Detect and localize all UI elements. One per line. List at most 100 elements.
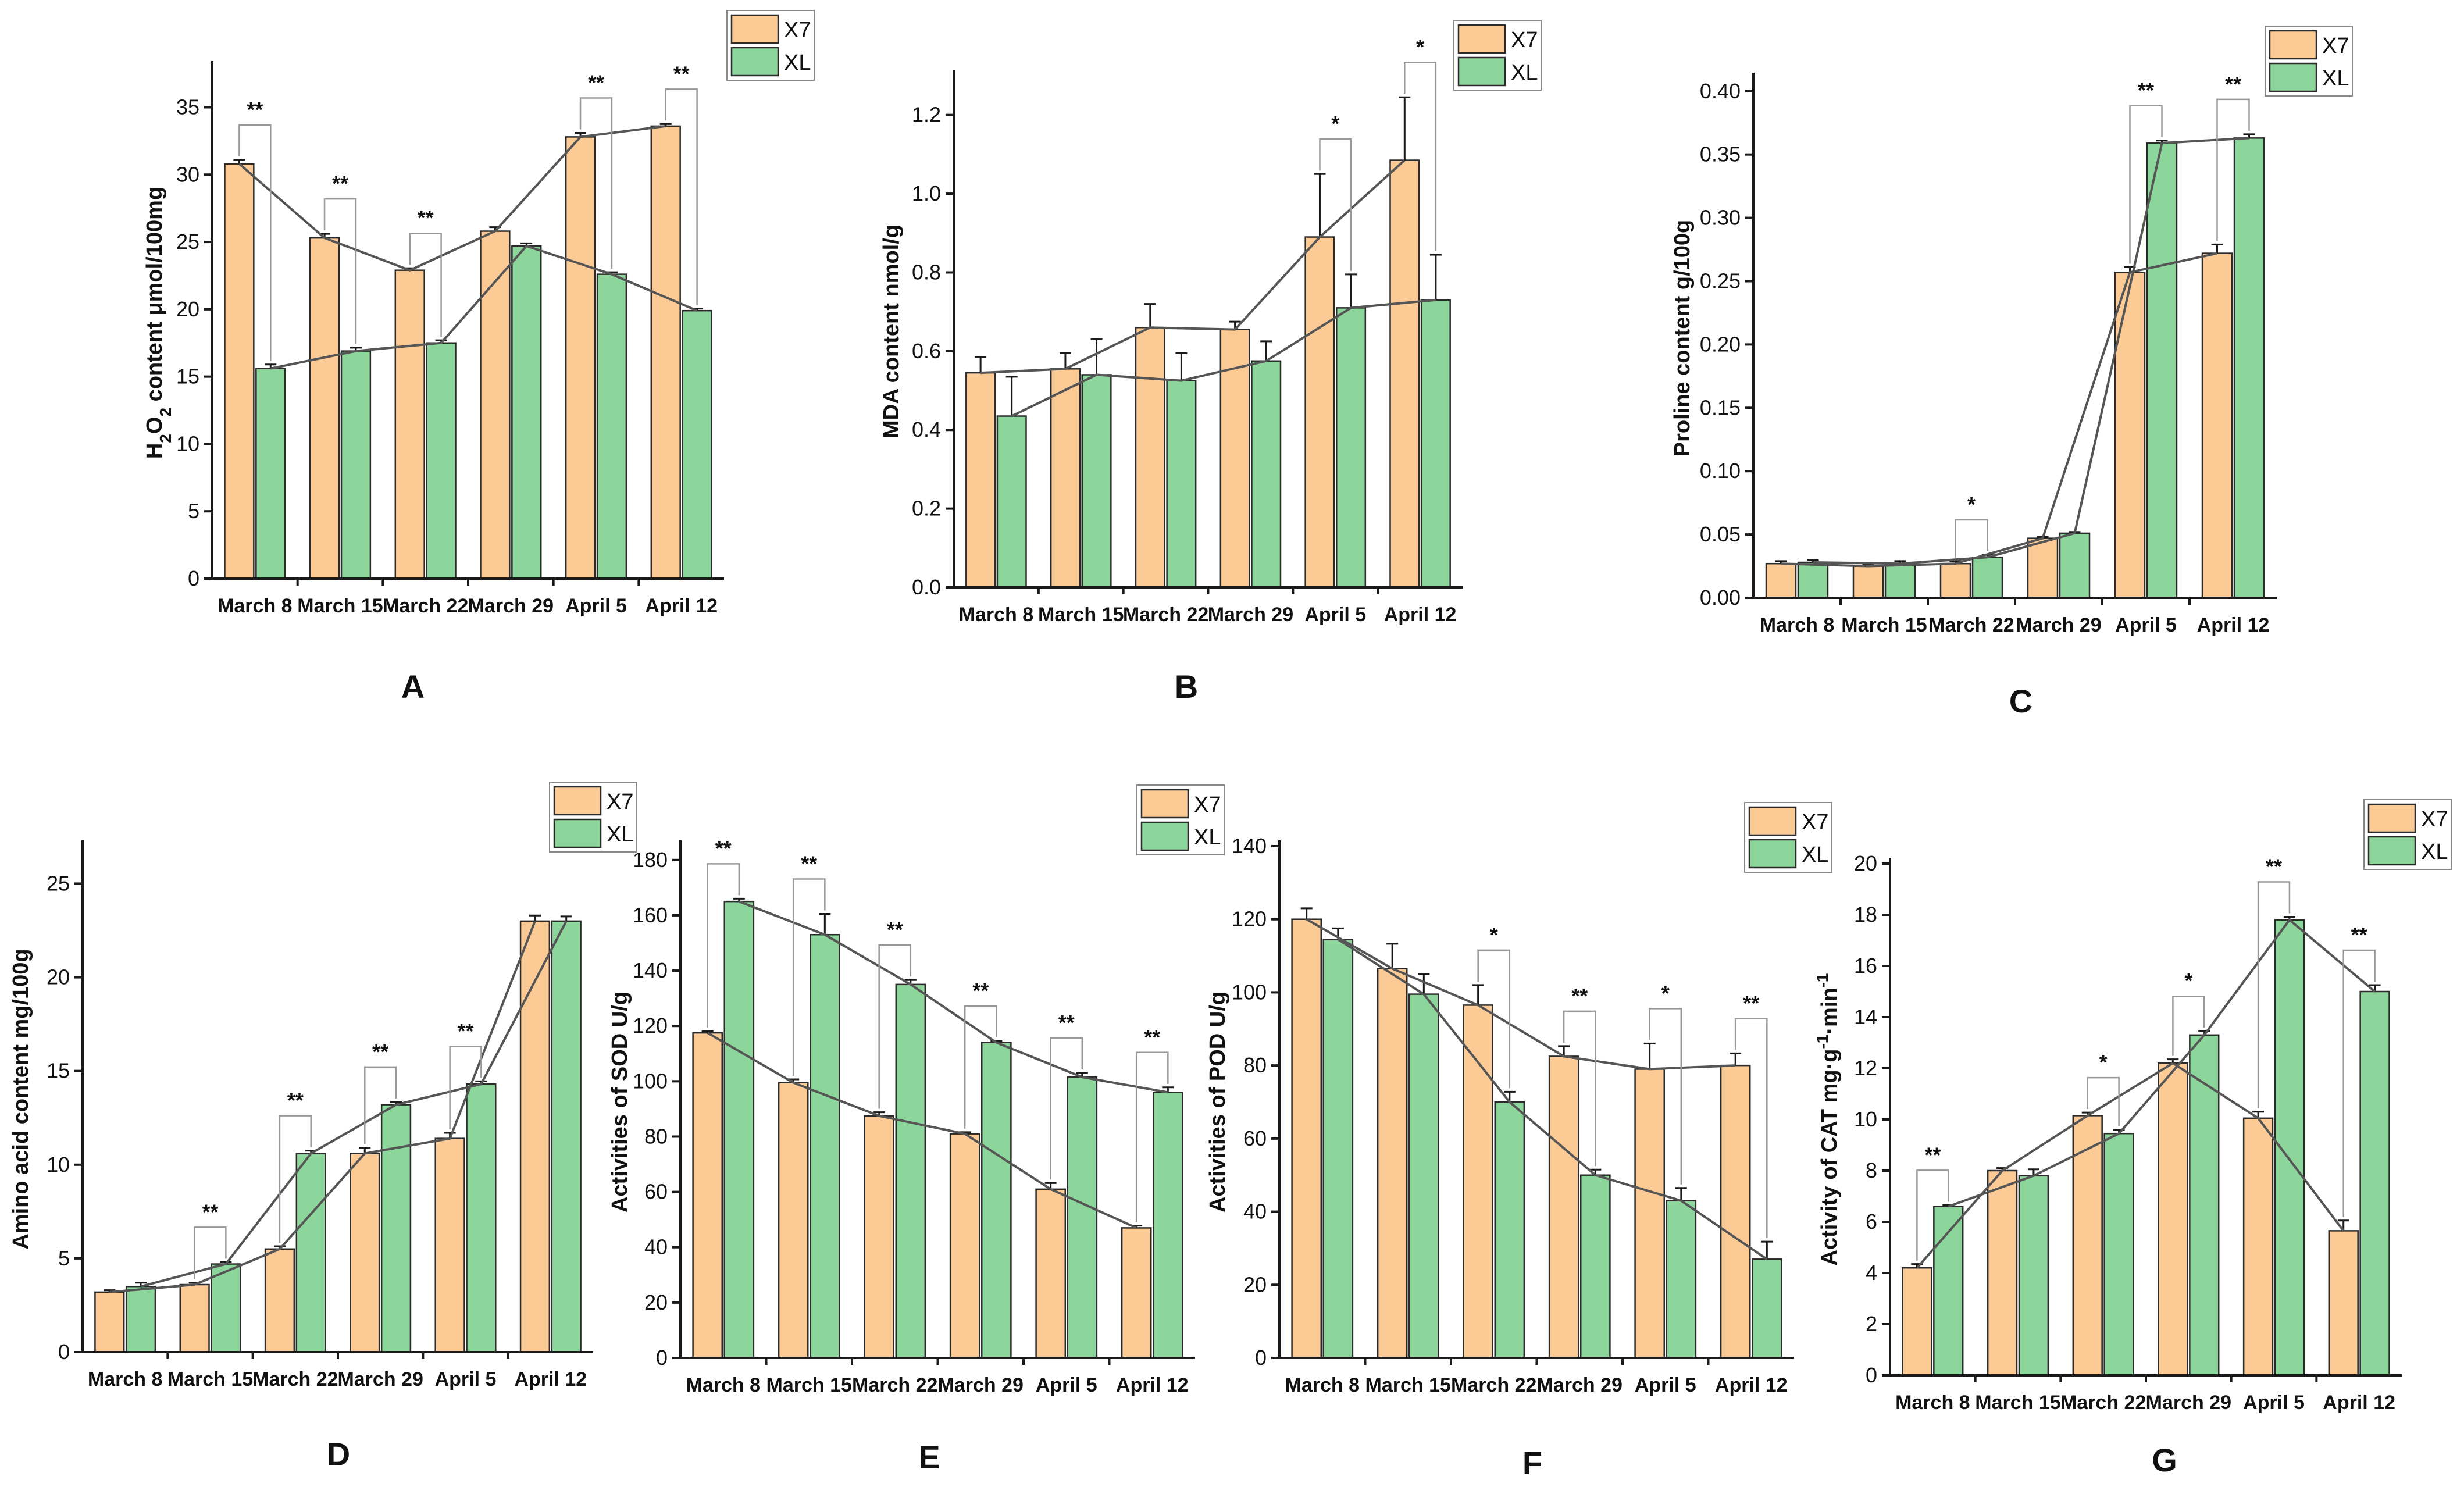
x-tick-label: April 5 bbox=[1036, 1374, 1097, 1396]
bar-x7-3 bbox=[2072, 1115, 2103, 1377]
bar-x7-1 bbox=[1291, 918, 1322, 1359]
trend-line-xl bbox=[1948, 918, 2376, 1208]
y-tick-label: 120 bbox=[633, 1014, 668, 1037]
bar-xl-3 bbox=[1166, 380, 1197, 589]
bar-xl-4 bbox=[1580, 1174, 1611, 1359]
y-tick-label: 40 bbox=[644, 1235, 668, 1259]
y-tick-label: 40 bbox=[1243, 1200, 1267, 1224]
panel-label-e: E bbox=[918, 1439, 940, 1475]
bar-x7-5 bbox=[2114, 271, 2146, 599]
x-tick-label: March 29 bbox=[938, 1374, 1024, 1396]
bar-xl-6 bbox=[1752, 1258, 1782, 1359]
legend-f: X7 XL bbox=[1744, 802, 1832, 873]
significance-bracket-5 bbox=[579, 97, 613, 269]
y-tick-label: 10 bbox=[176, 432, 199, 455]
significance-bracket-2 bbox=[792, 878, 826, 1076]
significance-bracket-3 bbox=[1955, 519, 1988, 558]
bar-xl-2 bbox=[1884, 562, 1916, 599]
significance-bracket-3 bbox=[2087, 1076, 2120, 1126]
x-tick-label: April 12 bbox=[1384, 604, 1457, 626]
significance-bracket-5 bbox=[1319, 138, 1352, 271]
y-tick-label: 16 bbox=[1854, 954, 1877, 978]
bar-x7-6 bbox=[2201, 252, 2233, 599]
y-tick-label: 30 bbox=[176, 162, 199, 186]
y-tick-label: 0.05 bbox=[1700, 522, 1741, 546]
legend-label-x7: X7 bbox=[784, 18, 811, 42]
y-tick-label: 0.20 bbox=[1700, 332, 1741, 356]
significance-bracket-5 bbox=[1649, 1008, 1682, 1185]
bar-xl-3 bbox=[295, 1153, 326, 1353]
bar-x7-1 bbox=[94, 1291, 125, 1353]
significance-bracket-6 bbox=[1135, 1051, 1169, 1222]
x-tick-label: March 8 bbox=[1760, 614, 1835, 636]
bar-x7-5 bbox=[434, 1137, 465, 1353]
panel-label-a: A bbox=[401, 668, 425, 705]
significance-bracket-2 bbox=[323, 198, 357, 344]
bar-x7-1 bbox=[224, 163, 255, 580]
x-tick-label: April 12 bbox=[1116, 1374, 1189, 1396]
error-bar-x7-6 bbox=[659, 123, 672, 126]
error-bar-x7-1 bbox=[701, 1030, 714, 1033]
significance-label-6: ** bbox=[2351, 923, 2367, 947]
bar-x7-6 bbox=[650, 125, 681, 580]
bar-xl-1 bbox=[996, 415, 1027, 589]
bar-xl-6 bbox=[2233, 137, 2265, 599]
error-bar-x7-6 bbox=[529, 914, 541, 921]
y-tick-label: 0.10 bbox=[1700, 459, 1741, 483]
trend-line-x7 bbox=[1916, 1061, 2345, 1269]
bar-x7-2 bbox=[309, 237, 340, 580]
y-tick-label: 8 bbox=[1866, 1158, 1877, 1182]
error-bar-x7-5 bbox=[1314, 173, 1326, 237]
bar-xl-4 bbox=[2189, 1034, 2220, 1377]
y-tick-label: 1.2 bbox=[912, 103, 941, 127]
trend-line-xl bbox=[1011, 298, 1436, 418]
y-tick-label: 140 bbox=[633, 958, 668, 982]
significance-label-5: ** bbox=[2138, 79, 2154, 102]
x-tick-label: April 12 bbox=[2197, 614, 2270, 636]
bar-x7-5 bbox=[2242, 1117, 2274, 1377]
bar-xl-3 bbox=[1494, 1101, 1525, 1359]
legend-swatch-x7 bbox=[2367, 803, 2416, 833]
x-tick-label: March 29 bbox=[1208, 604, 1293, 626]
bar-xl-4 bbox=[511, 245, 542, 580]
bar-xl-2 bbox=[1081, 374, 1112, 589]
error-bar-x7-1 bbox=[233, 159, 245, 164]
legend-g: X7 XL bbox=[2363, 799, 2452, 870]
significance-label-2: ** bbox=[202, 1200, 218, 1224]
bar-x7-4 bbox=[949, 1133, 980, 1359]
bar-xl-5 bbox=[1067, 1076, 1098, 1359]
y-tick-label: 0.4 bbox=[912, 418, 941, 441]
trend-line-x7 bbox=[238, 124, 666, 272]
y-axis-label: Activities of POD U/g bbox=[1206, 992, 1230, 1213]
significance-label-5: * bbox=[1331, 112, 1339, 135]
x-tick-label: March 22 bbox=[852, 1374, 937, 1396]
x-tick-label: March 22 bbox=[2060, 1392, 2146, 1414]
bar-xl-3 bbox=[895, 983, 926, 1359]
error-bar-xl-4 bbox=[1260, 340, 1272, 361]
error-bar-x7-3 bbox=[1144, 303, 1156, 328]
y-tick-label: 1.0 bbox=[912, 181, 941, 205]
x-tick-label: April 5 bbox=[1304, 604, 1366, 626]
error-bar-xl-1 bbox=[1807, 559, 1819, 563]
trend-line-x7 bbox=[707, 1032, 1137, 1229]
significance-label-5: ** bbox=[1058, 1011, 1075, 1035]
bar-xl-4 bbox=[1251, 360, 1282, 589]
significance-label-1: ** bbox=[247, 98, 263, 122]
x-tick-label: March 8 bbox=[1285, 1374, 1360, 1396]
error-bar-xl-2 bbox=[1418, 973, 1430, 994]
x-tick-label: March 8 bbox=[1895, 1392, 1970, 1414]
legend-swatch-xl bbox=[2367, 836, 2416, 866]
y-tick-label: 160 bbox=[633, 903, 668, 927]
bar-x7-5 bbox=[1634, 1068, 1666, 1359]
error-bar-x7-2 bbox=[1059, 352, 1071, 369]
trend-line-xl bbox=[270, 244, 698, 370]
panel-label-f: F bbox=[1522, 1445, 1542, 1481]
x-tick-label: April 5 bbox=[2115, 614, 2177, 636]
y-axis-label: Proline content g/100g bbox=[1670, 220, 1695, 457]
bar-x7-6 bbox=[1389, 159, 1420, 589]
legend-swatch-x7 bbox=[1748, 806, 1797, 836]
bar-x7-4 bbox=[2027, 537, 2059, 599]
legend-swatch-xl bbox=[2269, 62, 2317, 92]
